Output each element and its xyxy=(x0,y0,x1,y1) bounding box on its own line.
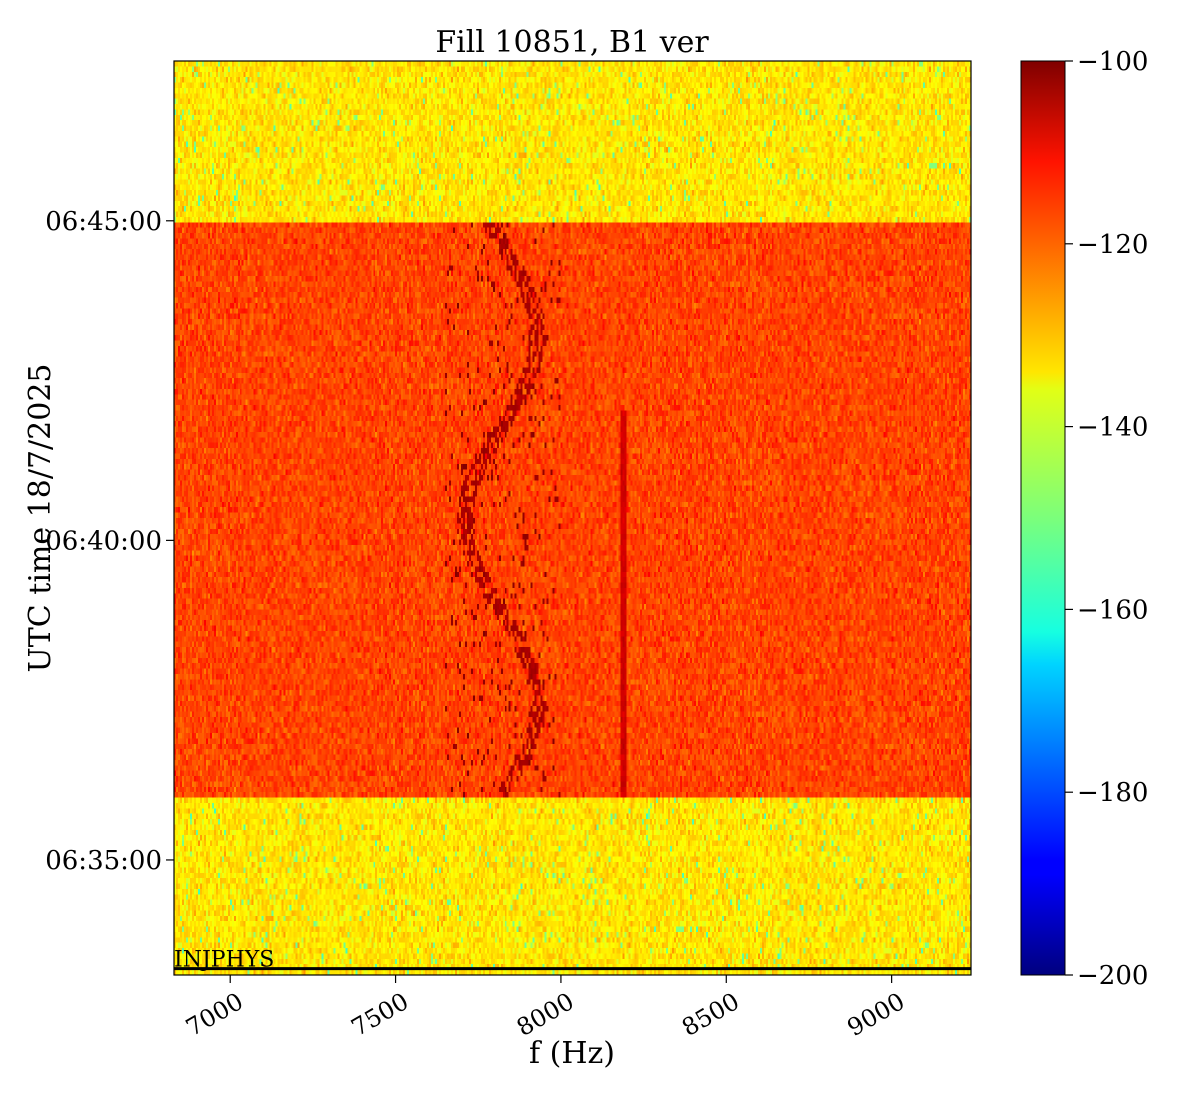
y-axis-label: UTC time 18/7/2025 xyxy=(23,364,58,673)
x-tick-label: 9000 xyxy=(843,987,910,1042)
x-axis: 7000 7500 8000 8500 9000 xyxy=(181,975,909,1042)
y-tick-label: 06:45:00 xyxy=(45,207,162,237)
heatmap xyxy=(174,61,971,975)
colorbar-tick-label: −100 xyxy=(1077,47,1148,77)
y-axis: 06:35:00 06:40:00 06:45:00 xyxy=(45,207,174,876)
x-tick-label: 7500 xyxy=(346,987,413,1042)
x-tick-label: 8000 xyxy=(512,987,579,1042)
x-axis-label: f (Hz) xyxy=(529,1036,615,1071)
y-tick-label: 06:40:00 xyxy=(45,526,162,556)
colorbar-gradient xyxy=(1020,60,1066,976)
chart-title: Fill 10851, B1 ver xyxy=(435,25,709,60)
heatmap-image xyxy=(174,61,971,975)
colorbar-tick-label: −180 xyxy=(1077,778,1148,808)
colorbar-tick-label: −200 xyxy=(1077,961,1148,991)
colorbar-tick-label: −160 xyxy=(1077,595,1148,625)
annotation-label: INJPHYS xyxy=(174,948,274,973)
colorbar-tick-label: −140 xyxy=(1077,413,1148,443)
plot-frame xyxy=(173,60,972,976)
y-tick-label: 06:35:00 xyxy=(45,846,162,876)
x-tick-label: 7000 xyxy=(181,987,248,1042)
colorbar-tick-label: −120 xyxy=(1077,230,1148,260)
x-tick-label: 8500 xyxy=(677,987,744,1042)
colorbar: −100 −120 −140 −160 −180 −200 xyxy=(1020,47,1148,991)
